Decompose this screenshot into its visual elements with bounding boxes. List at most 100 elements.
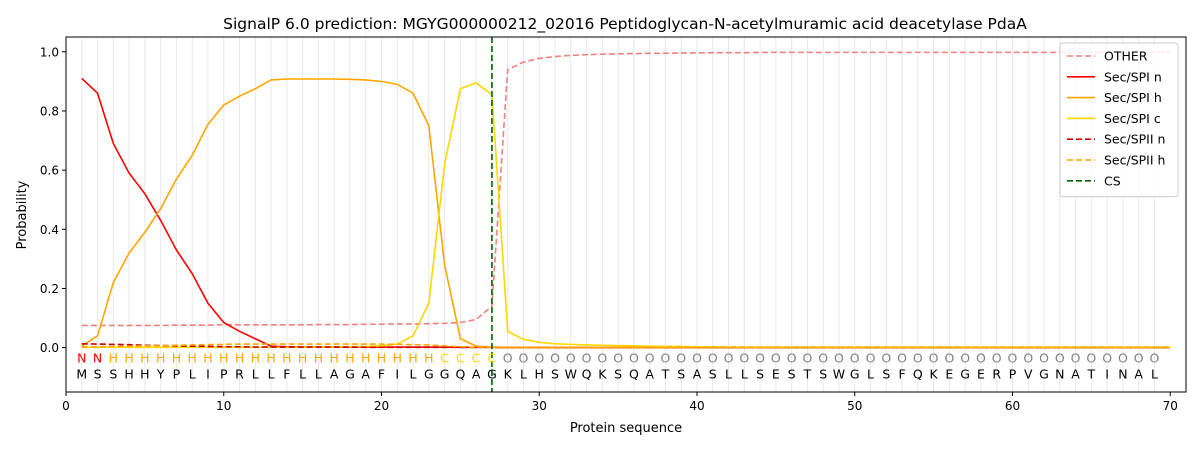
residue-label: O <box>597 350 607 365</box>
residue-label: O <box>566 350 576 365</box>
y-tick-label: 0.0 <box>40 341 59 355</box>
residue-label: O <box>802 350 812 365</box>
residue-label: H <box>251 350 260 365</box>
x-axis-label: Protein sequence <box>570 421 682 436</box>
x-tick-label: 40 <box>689 399 704 413</box>
residue-label: H <box>235 350 244 365</box>
x-tick-label: 60 <box>1005 399 1020 413</box>
sequence-letter: T <box>661 367 670 382</box>
sequence-letter: S <box>677 367 685 382</box>
sequence-letter: G <box>850 367 860 382</box>
residue-label: O <box>960 350 970 365</box>
sequence-letter: L <box>299 367 306 382</box>
residue-label: O <box>708 350 718 365</box>
sequence-letter: L <box>189 367 196 382</box>
residue-label: O <box>897 350 907 365</box>
sequence-letter: G <box>1039 367 1049 382</box>
sequence-letter: L <box>252 367 259 382</box>
residue-label: H <box>140 350 149 365</box>
residue-label: H <box>172 350 181 365</box>
plot-area: NMNSHSHHHHHYHPHLHIHPHRHLHLHFHLHLHAHGHAHF… <box>76 37 1171 392</box>
sequence-letter: N <box>1118 367 1127 382</box>
sequence-letter: P <box>173 367 181 382</box>
sequence-letter: S <box>614 367 622 382</box>
residue-label: H <box>345 350 354 365</box>
residue-label: N <box>77 350 86 365</box>
residue-label: O <box>1086 350 1096 365</box>
residue-label: H <box>377 350 386 365</box>
sequence-letter: A <box>1071 367 1080 382</box>
residue-label: H <box>282 350 291 365</box>
sequence-letter: S <box>551 367 559 382</box>
legend-label: Sec/SPI n <box>1104 69 1162 84</box>
sequence-letter: W <box>833 367 845 382</box>
x-tick-label: 20 <box>374 399 389 413</box>
residue-label: O <box>739 350 749 365</box>
x-axis-ticks: 0 10 20 30 40 50 60 70 <box>62 392 1178 413</box>
residue-label: C <box>488 350 497 365</box>
residue-label: O <box>676 350 686 365</box>
sequence-letter: Q <box>582 367 592 382</box>
residue-label: H <box>314 350 323 365</box>
sequence-letter: T <box>1087 367 1096 382</box>
sequence-letter: E <box>977 367 985 382</box>
residue-label: O <box>1134 350 1144 365</box>
sequence-letter: G <box>345 367 355 382</box>
residue-label: O <box>755 350 765 365</box>
residue-label: O <box>613 350 623 365</box>
sequence-letter: Y <box>156 367 165 382</box>
residue-label: O <box>629 350 639 365</box>
residue-label: O <box>1039 350 1049 365</box>
residue-label: O <box>834 350 844 365</box>
sequence-letter: A <box>1134 367 1143 382</box>
sequence-letter: E <box>772 367 780 382</box>
sequence-letter: V <box>1024 367 1033 382</box>
residue-label: O <box>929 350 939 365</box>
residue-label: H <box>109 350 118 365</box>
residue-label: O <box>692 350 702 365</box>
sequence-letter: L <box>1151 367 1158 382</box>
residue-label: H <box>298 350 307 365</box>
sequence-letter: R <box>235 367 244 382</box>
residue-label: H <box>219 350 228 365</box>
sequence-letter: L <box>867 367 874 382</box>
legend-label: Sec/SPII h <box>1104 153 1165 168</box>
plot-frame <box>65 36 1187 393</box>
sequence-letter: R <box>992 367 1001 382</box>
sequence-letter: N <box>1055 367 1064 382</box>
legend: OTHER Sec/SPI n Sec/SPI h Sec/SPI c Sec/SPII… <box>1059 42 1179 198</box>
sequence-letter: S <box>788 367 796 382</box>
legend-label: Sec/SPI c <box>1104 111 1161 126</box>
legend-label: CS <box>1104 173 1121 188</box>
sequence-letter: P <box>1009 367 1017 382</box>
residue-label: O <box>1071 350 1081 365</box>
residue-label: O <box>1055 350 1065 365</box>
sequence-letter: A <box>693 367 702 382</box>
y-tick-label: 1.0 <box>40 45 59 59</box>
x-tick-label: 70 <box>1163 399 1178 413</box>
sequence-letter: L <box>315 367 322 382</box>
x-tick-label: 0 <box>62 399 70 413</box>
residue-label: O <box>503 350 513 365</box>
residue-label: O <box>1150 350 1160 365</box>
x-tick-label: 50 <box>847 399 862 413</box>
legend-label: Sec/SPI h <box>1104 90 1162 105</box>
sequence-letter: S <box>756 367 764 382</box>
residue-label: O <box>661 350 671 365</box>
residue-label: O <box>550 350 560 365</box>
sequence-letter: E <box>945 367 953 382</box>
sequence-letter: L <box>520 367 527 382</box>
series-line-other <box>81 51 1171 327</box>
residue-label: O <box>787 350 797 365</box>
residue-label: O <box>582 350 592 365</box>
sequence-letter: G <box>440 367 450 382</box>
legend-label: OTHER <box>1104 49 1148 64</box>
sequence-letter: S <box>94 367 102 382</box>
sequence-letter: I <box>395 367 399 382</box>
residue-label: H <box>203 350 212 365</box>
series-line-sec-spii-h <box>81 343 1171 349</box>
sequence-letter: F <box>283 367 290 382</box>
sequence-letter: S <box>882 367 890 382</box>
residue-label: O <box>1102 350 1112 365</box>
